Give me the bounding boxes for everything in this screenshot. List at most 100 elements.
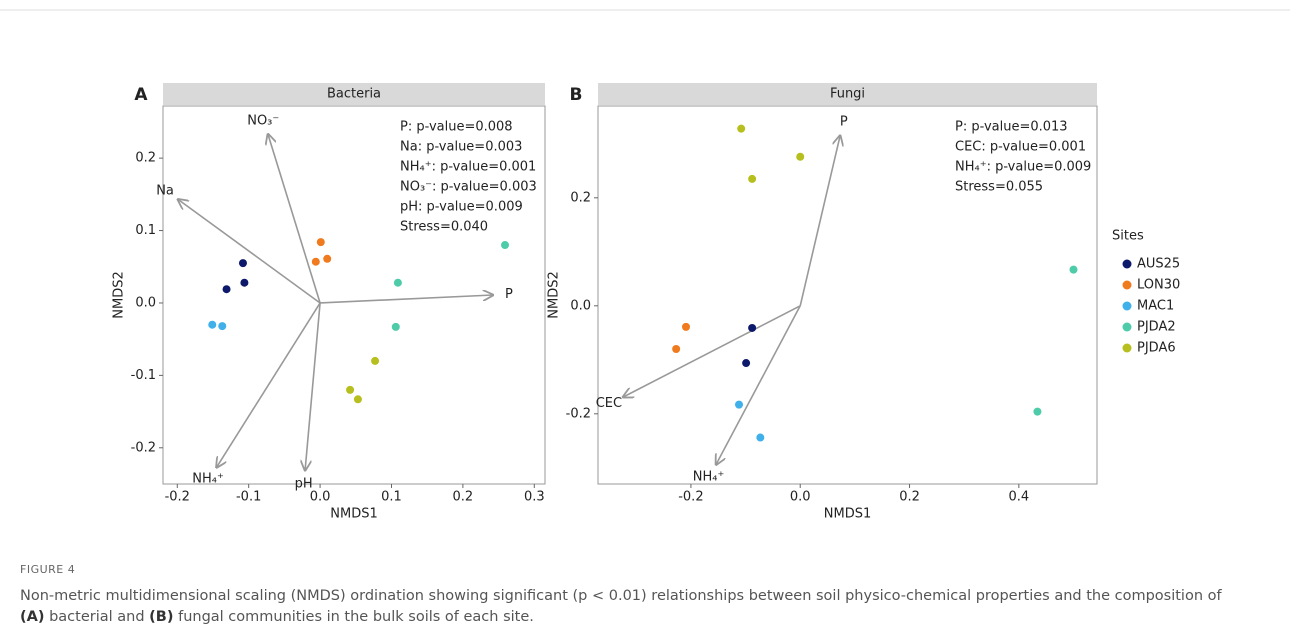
vector-arrow <box>305 302 321 470</box>
annotation: NH₄⁺: p-value=0.009 <box>955 160 1091 175</box>
legend-marker <box>1122 322 1132 332</box>
caption-text: fungal communities in the bulk soils of … <box>173 609 534 625</box>
x-tick-label: -0.2 <box>678 490 703 505</box>
point <box>681 322 690 331</box>
legend-marker <box>1122 301 1132 311</box>
point <box>756 433 765 442</box>
point <box>748 174 757 183</box>
caption-ref: (A) <box>20 609 45 625</box>
legend-label: AUS25 <box>1137 257 1180 272</box>
annotation: P: p-value=0.013 <box>955 120 1068 135</box>
y-tick-label: -0.1 <box>131 368 156 383</box>
vector-label: CEC <box>596 396 622 411</box>
strip <box>598 83 1097 105</box>
panel-label: A <box>134 85 148 105</box>
point <box>391 322 400 331</box>
annotation: P: p-value=0.008 <box>400 120 513 135</box>
x-tick-label: 0.3 <box>524 490 545 505</box>
legend-label: PJDA6 <box>1137 341 1176 356</box>
point <box>1033 407 1042 416</box>
x-tick-label: -0.1 <box>236 490 261 505</box>
vector-arrow <box>716 305 801 465</box>
y-axis-label: NMDS2 <box>547 271 562 318</box>
vector-label: P <box>505 287 513 302</box>
legend-marker <box>1122 343 1132 353</box>
legend-title: Sites <box>1112 229 1144 244</box>
vector-arrow <box>623 305 801 397</box>
y-tick-label: 0.0 <box>570 298 591 313</box>
legend-label: PJDA2 <box>1137 320 1176 335</box>
vector-arrow <box>178 199 321 304</box>
plot-frame <box>597 105 1098 485</box>
caption: Non-metric multidimensional scaling (NMD… <box>20 586 1250 628</box>
caption-text: bacterial and <box>44 609 150 625</box>
strip-title: Fungi <box>830 87 865 102</box>
vector-arrow <box>320 295 493 304</box>
vector-label: NH₄⁺ <box>693 469 725 484</box>
point <box>393 278 402 287</box>
annotation: Stress=0.055 <box>955 180 1043 195</box>
vector-label: pH <box>295 477 313 492</box>
x-tick-label: -0.2 <box>165 490 190 505</box>
x-tick-label: 0.4 <box>1008 490 1029 505</box>
vector-arrow <box>217 302 321 467</box>
x-tick-label: 0.0 <box>310 490 331 505</box>
y-tick-label: 0.2 <box>135 151 156 166</box>
point <box>316 238 325 247</box>
point <box>311 257 320 266</box>
annotation: Na: p-value=0.003 <box>400 140 522 155</box>
vector-arrow <box>268 134 321 304</box>
x-tick-label: 0.0 <box>790 490 811 505</box>
plot-frame <box>162 105 546 485</box>
caption-text: Non-metric multidimensional scaling (NMD… <box>20 588 1222 604</box>
point <box>735 400 744 409</box>
x-tick-label: 0.2 <box>899 490 920 505</box>
point <box>796 152 805 161</box>
legend-marker <box>1122 280 1132 290</box>
y-tick-label: 0.1 <box>135 223 156 238</box>
point <box>501 241 510 250</box>
point <box>672 345 681 353</box>
annotation: NO₃⁻: p-value=0.003 <box>400 180 537 195</box>
x-axis-label: NMDS1 <box>824 507 871 522</box>
annotation: Stress=0.040 <box>400 220 488 235</box>
point <box>222 285 231 294</box>
vector-label: Na <box>156 184 174 199</box>
point <box>240 278 249 287</box>
annotation: NH₄⁺: p-value=0.001 <box>400 160 536 175</box>
point <box>748 323 757 332</box>
y-tick-label: -0.2 <box>131 440 156 455</box>
vector-label: NH₄⁺ <box>192 472 224 487</box>
strip-title: Bacteria <box>327 87 381 102</box>
point <box>742 359 751 368</box>
caption-label: FIGURE 4 <box>20 563 76 576</box>
vector-label: NO₃⁻ <box>247 113 279 128</box>
point <box>353 395 362 404</box>
x-tick-label: 0.1 <box>381 490 402 505</box>
annotation: CEC: p-value=0.001 <box>955 140 1086 155</box>
point <box>1069 265 1078 274</box>
strip <box>163 83 545 105</box>
figure: Bacteria A -0.2 -0.1 0.0 0.1 0.2 0.3 -0.2 -0.1 0.0… <box>0 9 1290 522</box>
y-tick-label: 0.0 <box>135 295 156 310</box>
vector-label: P <box>840 115 848 130</box>
legend-marker <box>1122 259 1132 269</box>
legend-label: LON30 <box>1137 278 1180 293</box>
x-axis-label: NMDS1 <box>330 507 377 522</box>
panel-label: B <box>570 85 583 105</box>
y-tick-label: 0.2 <box>570 190 591 205</box>
point <box>238 259 247 268</box>
point <box>218 322 227 331</box>
point <box>371 356 380 365</box>
y-axis-label: NMDS2 <box>112 271 127 318</box>
point <box>208 320 217 329</box>
point <box>323 254 332 263</box>
point <box>346 385 355 394</box>
x-tick-label: 0.2 <box>453 490 474 505</box>
legend-label: MAC1 <box>1137 299 1174 314</box>
y-tick-label: -0.2 <box>566 406 591 421</box>
point <box>737 124 746 133</box>
vector-arrow <box>799 136 840 306</box>
caption-ref: (B) <box>149 609 174 625</box>
